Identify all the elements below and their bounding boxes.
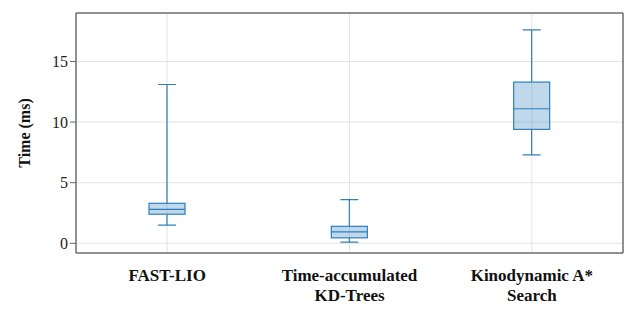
- svg-text:10: 10: [52, 114, 68, 131]
- svg-text:Time-accumulatedKD-Trees: Time-accumulatedKD-Trees: [282, 266, 418, 305]
- svg-text:0: 0: [60, 235, 68, 252]
- svg-text:FAST-LIO: FAST-LIO: [128, 266, 205, 285]
- svg-text:5: 5: [60, 174, 68, 191]
- svg-text:Kinodynamic A*Search: Kinodynamic A*Search: [471, 266, 593, 305]
- svg-text:Time (ms): Time (ms): [16, 98, 34, 167]
- svg-text:15: 15: [52, 53, 68, 70]
